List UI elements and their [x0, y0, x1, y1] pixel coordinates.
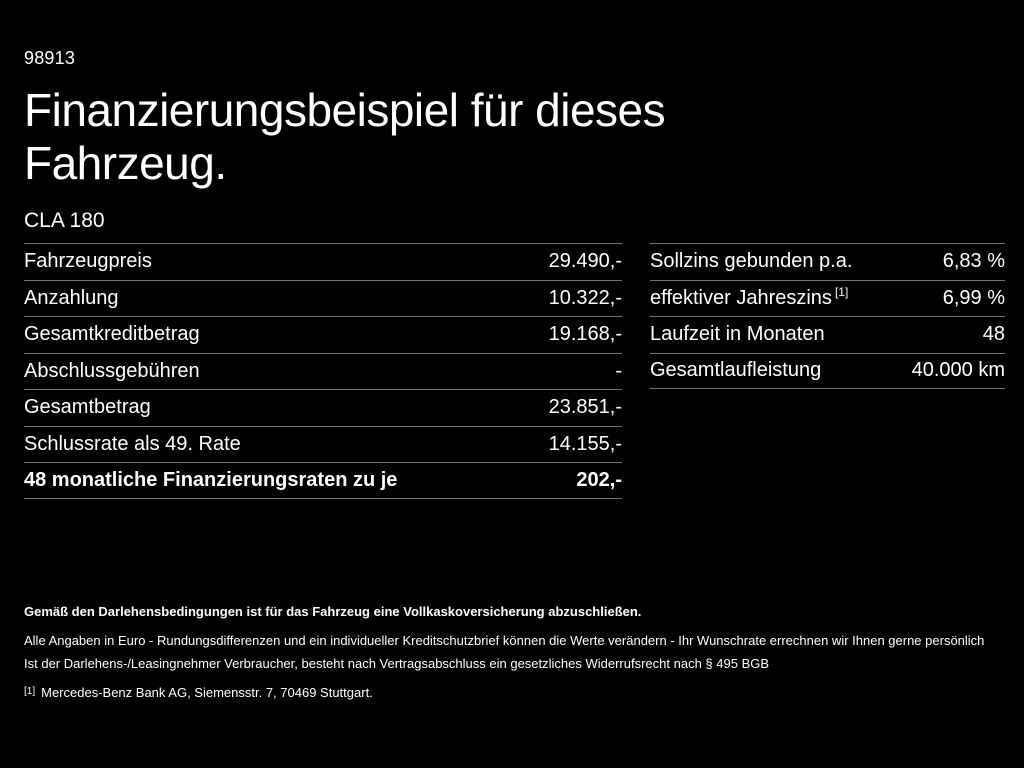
- row-value: -: [615, 359, 622, 382]
- table-row-gesamtlaufleistung: Gesamtlaufleistung 40.000 km: [650, 352, 1005, 389]
- row-label: Laufzeit in Monaten: [650, 323, 825, 346]
- row-label: Gesamtbetrag: [24, 396, 151, 419]
- disclaimer-line-1: Alle Angaben in Euro - Rundungsdifferenz…: [24, 633, 985, 648]
- footnote-text: Mercedes-Benz Bank AG, Siemensstr. 7, 70…: [41, 685, 373, 700]
- table-row-schlussrate: Schlussrate als 49. Rate 14.155,-: [24, 425, 622, 463]
- row-label: Schlussrate als 49. Rate: [24, 432, 241, 455]
- page-title: Finanzierungsbeispiel für dieses Fahrzeug…: [24, 84, 784, 190]
- financing-cost-table: Fahrzeugpreis 29.490,- Anzahlung 10.322,…: [24, 243, 622, 499]
- table-row-gesamtkreditbetrag: Gesamtkreditbetrag 19.168,-: [24, 316, 622, 353]
- row-label: Fahrzeugpreis: [24, 250, 152, 273]
- footnote-marker: [1]: [24, 686, 36, 697]
- insurance-requirement-note: Gemäß den Darlehensbedingungen ist für d…: [24, 604, 642, 619]
- disclaimer-line-2: Ist der Darlehens-/Leasingnehmer Verbrau…: [24, 656, 770, 671]
- financing-tables: Fahrzeugpreis 29.490,- Anzahlung 10.322,…: [24, 243, 1005, 499]
- row-value: 23.851,-: [548, 396, 622, 419]
- vehicle-model: CLA 180: [24, 209, 105, 232]
- row-label: Gesamtkreditbetrag: [24, 323, 200, 346]
- row-label: Anzahlung: [24, 286, 119, 309]
- row-value: 48: [982, 323, 1005, 346]
- row-value: 202,-: [576, 468, 622, 491]
- table-row-sollzins: Sollzins gebunden p.a. 6,83 %: [650, 243, 1005, 280]
- row-label: effektiver Jahreszins [1]: [650, 285, 849, 310]
- table-row-anzahlung: Anzahlung 10.322,-: [24, 279, 622, 317]
- table-row-laufzeit: Laufzeit in Monaten 48: [650, 316, 1005, 353]
- table-row-abschlussgebuehren: Abschlussgebühren -: [24, 352, 622, 390]
- financing-terms-table: Sollzins gebunden p.a. 6,83 % effektiver…: [650, 243, 1005, 389]
- row-label-text: effektiver Jahreszins: [650, 286, 832, 309]
- page-title-line2: Fahrzeug.: [24, 137, 227, 189]
- footnote-reference: [1]: [834, 285, 849, 300]
- row-label: Sollzins gebunden p.a.: [650, 250, 853, 273]
- table-row-gesamtbetrag: Gesamtbetrag 23.851,-: [24, 389, 622, 426]
- footnote-bank-address: [1] Mercedes-Benz Bank AG, Siemensstr. 7,…: [24, 685, 1004, 700]
- page-title-line1: Finanzierungsbeispiel für dieses: [24, 84, 666, 136]
- row-value: 6,99 %: [942, 286, 1005, 309]
- row-value: 40.000 km: [911, 359, 1005, 382]
- table-row-effektiver-jahreszins: effektiver Jahreszins [1] 6,99 %: [650, 279, 1005, 317]
- document-number: 98913: [24, 48, 76, 68]
- table-row-monthly-rate: 48 monatliche Finanzierungsraten zu je 2…: [24, 462, 622, 499]
- legal-footer: Gemäß den Darlehensbedingungen ist für d…: [24, 604, 1004, 700]
- row-value: 29.490,-: [548, 250, 622, 273]
- row-value: 14.155,-: [548, 432, 622, 455]
- row-value: 10.322,-: [548, 286, 622, 309]
- row-label: Abschlussgebühren: [24, 359, 200, 382]
- row-label: Gesamtlaufleistung: [650, 359, 822, 382]
- row-value: 6,83 %: [942, 250, 1005, 273]
- table-row-fahrzeugpreis: Fahrzeugpreis 29.490,-: [24, 243, 622, 280]
- row-value: 19.168,-: [548, 323, 622, 346]
- row-label: 48 monatliche Finanzierungsraten zu je: [24, 468, 398, 491]
